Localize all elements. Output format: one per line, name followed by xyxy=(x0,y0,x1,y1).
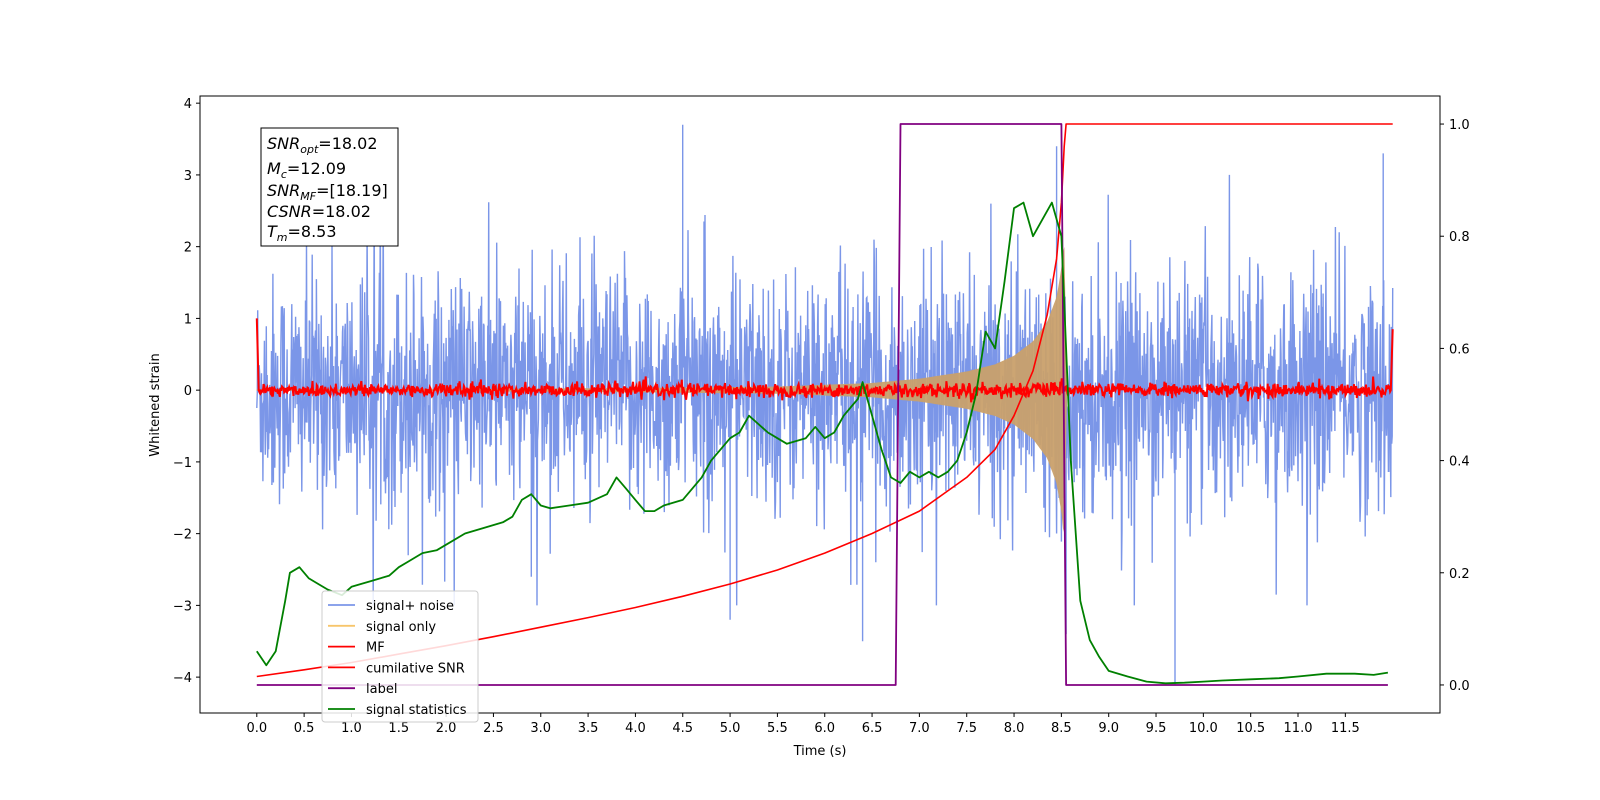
x-tick-label: 8.0 xyxy=(1004,721,1025,736)
annotation-csnr: CSNR=18.02 xyxy=(267,202,371,221)
legend-label: signal+ noise xyxy=(366,599,454,614)
legend-label: MF xyxy=(366,641,385,656)
y-tick-label: 0 xyxy=(184,384,192,399)
annotation-snr-opt: SNRopt=18.02 xyxy=(267,134,378,156)
x-tick-label: 10.5 xyxy=(1236,721,1265,736)
x-tick-label: 9.0 xyxy=(1098,721,1119,736)
axes-frame xyxy=(199,95,1441,714)
x-tick-label: 6.5 xyxy=(862,721,883,736)
stats-annotation: SNRopt=18.02 Mc=12.09 SNRMF=[18.19] CSNR… xyxy=(260,127,399,247)
y2-tick-label: 0.6 xyxy=(1449,342,1470,357)
x-tick-label: 2.0 xyxy=(436,721,457,736)
x-tick-label: 4.5 xyxy=(672,721,693,736)
series-signal-plus-noise xyxy=(256,124,1394,685)
y-tick-label: −4 xyxy=(173,671,192,686)
series-signal-statistics xyxy=(256,201,1389,685)
annotation-box xyxy=(260,127,399,247)
series-mf xyxy=(255,318,1394,403)
y2-tick-label: 1.0 xyxy=(1449,118,1470,133)
x-tick-label: 11.5 xyxy=(1331,721,1360,736)
legend: signal+ noise signal only MF cumilative SNR… xyxy=(321,590,479,723)
x-tick-label: 3.0 xyxy=(530,721,551,736)
x-tick-label: 2.5 xyxy=(483,721,504,736)
legend-box xyxy=(321,590,479,723)
x-tick-label: 0.5 xyxy=(294,721,315,736)
x-tick-label: 10.0 xyxy=(1189,721,1218,736)
x-tick-label: 7.5 xyxy=(956,721,977,736)
x-tick-label: 1.0 xyxy=(341,721,362,736)
x-tick-label: 1.5 xyxy=(388,721,409,736)
y2-tick-label: 0.4 xyxy=(1449,455,1470,470)
legend-label: cumilative SNR xyxy=(366,661,465,676)
y-tick-label: 1 xyxy=(184,312,192,327)
annotation-tm: Tm=8.53 xyxy=(267,222,337,244)
y-tick-label: −3 xyxy=(173,599,192,614)
y-axis-left: 4 3 2 1 0 −1 −2 −3 −4 xyxy=(173,97,200,686)
y2-tick-label: 0.2 xyxy=(1449,567,1470,582)
legend-label: signal only xyxy=(366,620,436,635)
y-tick-label: −2 xyxy=(173,528,192,543)
x-tick-label: 3.5 xyxy=(578,721,599,736)
x-tick-label: 0.0 xyxy=(246,721,267,736)
y-axis-label: Whitened strain xyxy=(148,353,163,456)
y-tick-label: 2 xyxy=(184,241,192,256)
legend-label: label xyxy=(366,682,397,697)
x-tick-label: 6.0 xyxy=(814,721,835,736)
x-tick-label: 8.5 xyxy=(1051,721,1072,736)
x-axis: 0.0 0.5 1.0 1.5 2.0 2.5 3.0 3.5 4.0 4.5 5.0 5.5 6.0 6… xyxy=(246,713,1360,736)
y-tick-label: 4 xyxy=(184,97,192,112)
y2-tick-label: 0.0 xyxy=(1449,679,1470,694)
x-axis-label: Time (s) xyxy=(793,744,847,759)
y2-tick-label: 0.8 xyxy=(1449,230,1470,245)
x-tick-label: 11.0 xyxy=(1284,721,1313,736)
y-axis-right: 1.0 0.8 0.6 0.4 0.2 0.0 xyxy=(1440,118,1470,694)
y-tick-label: −1 xyxy=(173,456,192,471)
annotation-snr-mf: SNRMF=[18.19] xyxy=(267,181,388,203)
x-tick-label: 9.5 xyxy=(1146,721,1167,736)
x-tick-label: 7.0 xyxy=(909,721,930,736)
series-label xyxy=(256,123,1388,686)
legend-label: signal statistics xyxy=(366,703,467,718)
y-tick-label: 3 xyxy=(184,169,192,184)
annotation-mc: Mc=12.09 xyxy=(267,159,346,181)
x-tick-label: 5.5 xyxy=(767,721,788,736)
x-tick-label: 5.0 xyxy=(720,721,741,736)
x-tick-label: 4.0 xyxy=(625,721,646,736)
